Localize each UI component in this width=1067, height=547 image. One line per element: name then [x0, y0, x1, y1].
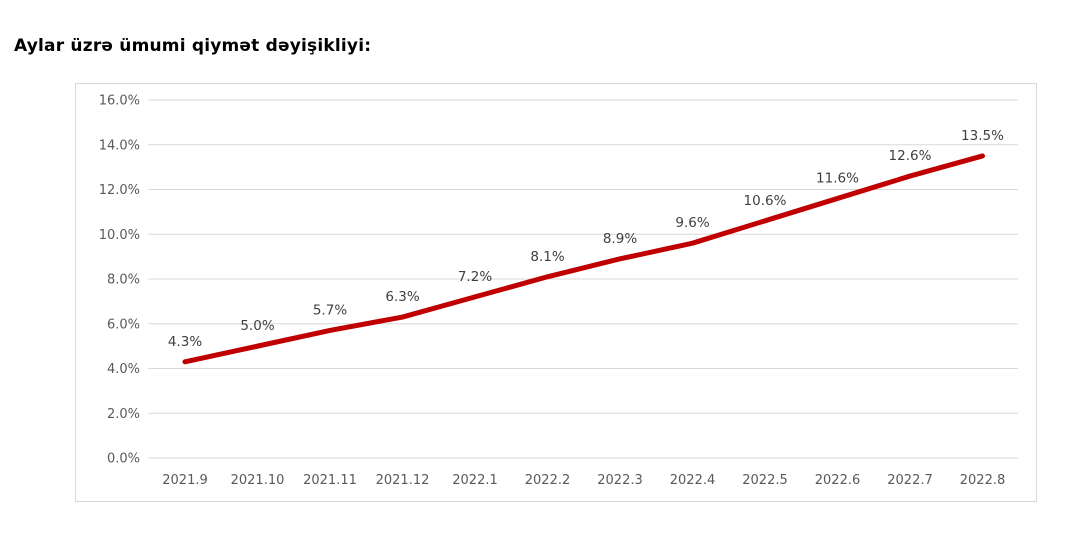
- x-axis-tick-label: 2022.8: [960, 473, 1006, 488]
- data-point-label: 5.7%: [313, 302, 347, 318]
- x-axis-tick-label: 2022.6: [815, 473, 861, 488]
- x-axis-tick-label: 2022.7: [887, 473, 933, 488]
- data-series-line: [182, 153, 985, 365]
- y-axis-tick-label: 14.0%: [99, 138, 140, 153]
- data-point-label: 6.3%: [385, 289, 419, 305]
- y-axis-tick-label: 8.0%: [107, 273, 140, 288]
- data-point-label: 13.5%: [961, 128, 1004, 144]
- y-axis-tick-label: 12.0%: [99, 183, 140, 198]
- data-point-label: 12.6%: [889, 148, 932, 164]
- y-axis-tick-label: 2.0%: [107, 407, 140, 422]
- x-axis-tick-label: 2022.2: [525, 473, 571, 488]
- line-chart: 0.0% 2.0% 4.0% 6.0% 8.0% 10.0% 12.0% 14.0% 16.0%…: [99, 94, 1018, 488]
- x-axis-tick-label: 2022.1: [452, 473, 498, 488]
- x-axis-tick-label: 2021.10: [231, 473, 285, 488]
- y-axis-tick-label: 0.0%: [107, 452, 140, 467]
- x-axis-tick-label: 2021.12: [376, 473, 430, 488]
- page-title: Aylar üzrə ümumi qiymət dəyişikliyi:: [14, 36, 372, 56]
- y-axis-tick-label: 4.0%: [107, 362, 140, 377]
- y-axis-tick-label: 16.0%: [99, 94, 140, 109]
- data-point-label: 7.2%: [458, 269, 492, 285]
- data-point-label: 5.0%: [240, 318, 274, 334]
- data-point-label: 11.6%: [816, 170, 859, 186]
- x-axis-tick-label: 2022.3: [597, 473, 643, 488]
- y-axis-tick-label: 10.0%: [99, 228, 140, 243]
- x-axis-tick-label: 2022.5: [742, 473, 788, 488]
- chart-area: 0.0% 2.0% 4.0% 6.0% 8.0% 10.0% 12.0% 14.0% 16.0%…: [75, 83, 1037, 502]
- x-axis-tick-label: 2021.9: [162, 473, 208, 488]
- y-axis-tick-label: 6.0%: [107, 317, 140, 332]
- x-axis-tick-label: 2022.4: [670, 473, 716, 488]
- data-point-label: 10.6%: [744, 193, 787, 209]
- data-point-label: 8.9%: [603, 231, 637, 247]
- x-axis-tick-label: 2021.11: [303, 473, 357, 488]
- data-point-label: 9.6%: [675, 215, 709, 231]
- data-point-label: 8.1%: [530, 249, 564, 265]
- data-point-label: 4.3%: [168, 334, 202, 350]
